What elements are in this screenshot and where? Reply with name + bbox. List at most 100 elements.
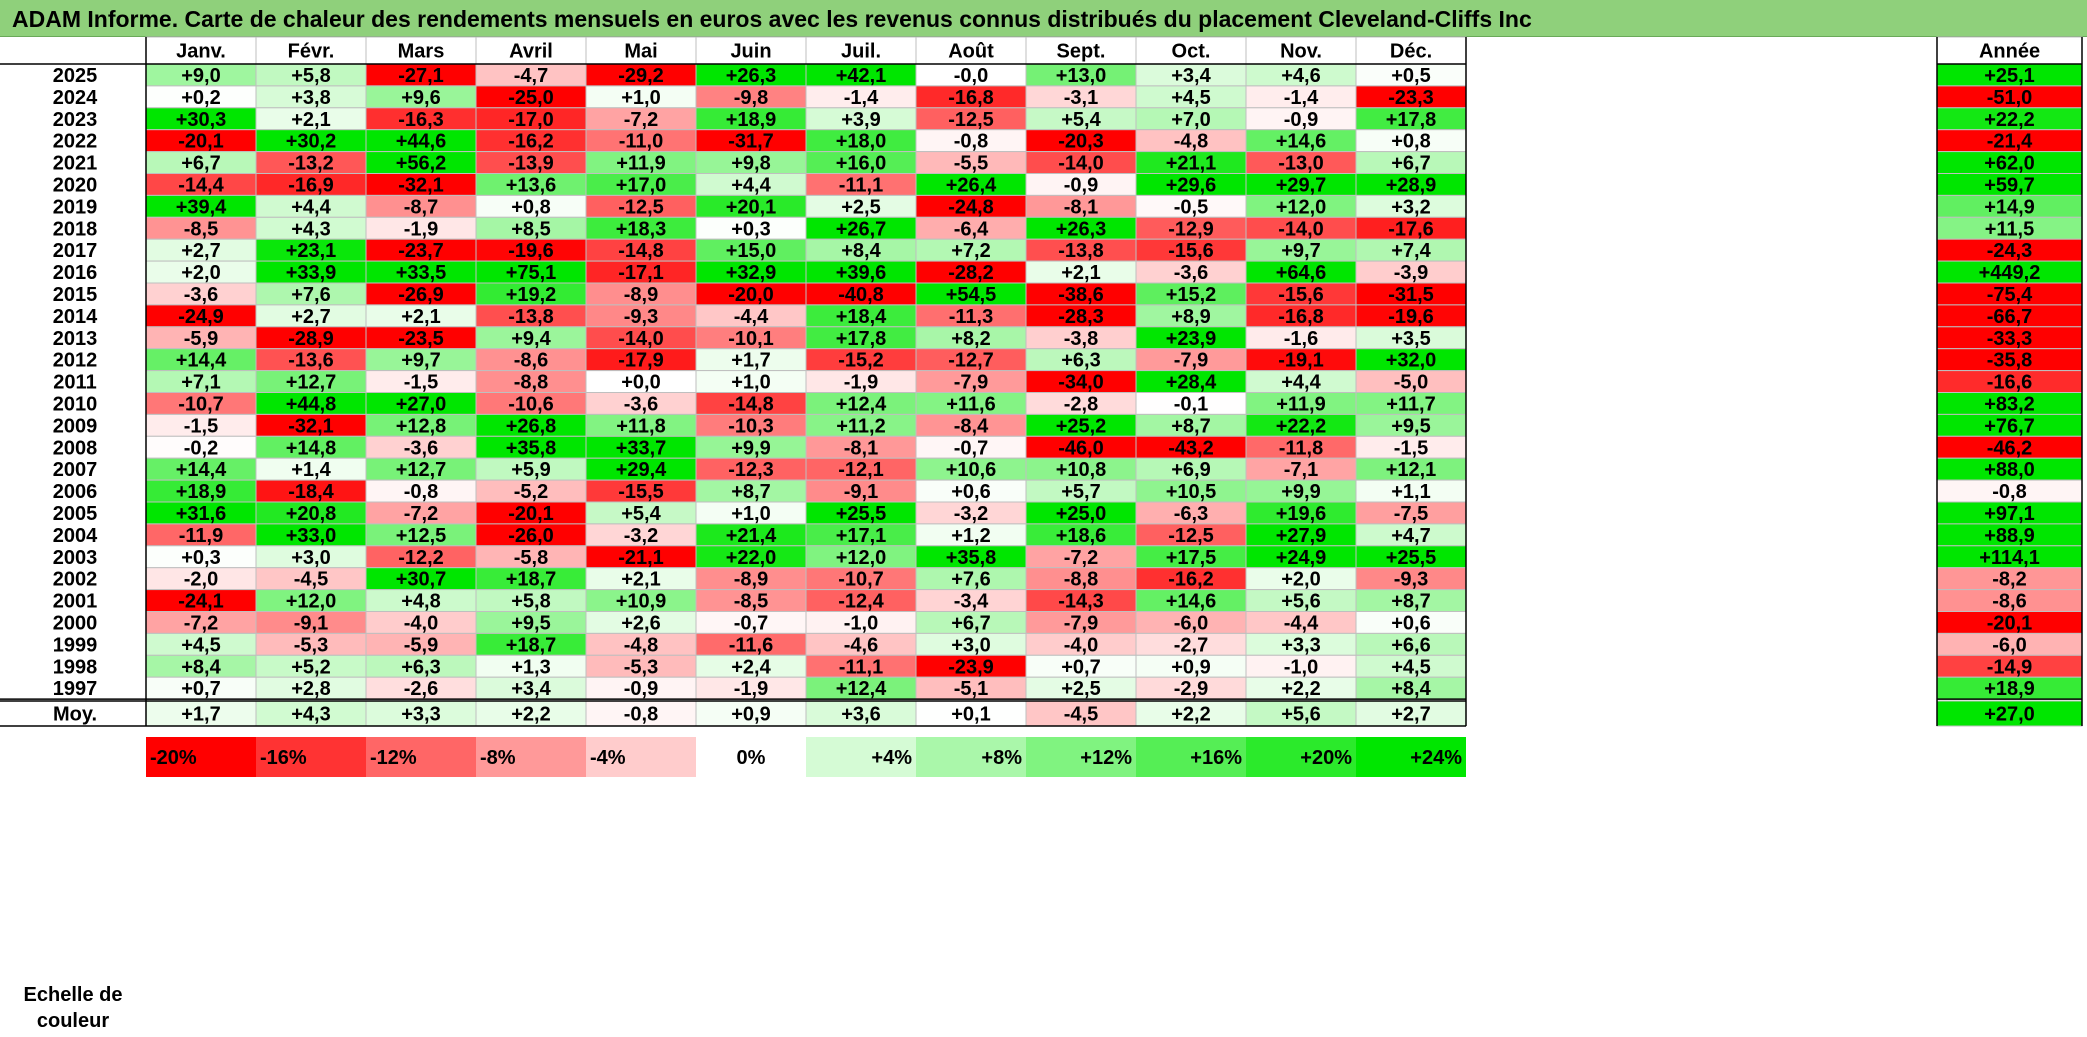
month-header-label: Juin xyxy=(730,41,771,63)
heatmap-cell-value: -2,8 xyxy=(1064,393,1098,415)
heatmap-cell-value: +26,4 xyxy=(946,174,997,196)
heatmap-cell-value: +1,3 xyxy=(511,656,550,678)
heatmap-cell-value: -2,0 xyxy=(184,569,218,591)
heatmap-cell-value: -3,2 xyxy=(624,525,658,547)
heatmap-cell-value: +2,1 xyxy=(401,306,440,328)
heatmap-cell-value: -5,9 xyxy=(184,328,218,350)
annual-cell-value: -66,7 xyxy=(1987,306,2033,328)
heatmap-cell-value: +12,1 xyxy=(1386,459,1437,481)
heatmap-cell-value: -1,4 xyxy=(1284,87,1319,109)
heatmap-cell-value: -5,8 xyxy=(514,547,548,569)
heatmap-cell-value: +5,4 xyxy=(621,503,661,525)
annual-cell-value: +11,5 xyxy=(1985,218,2035,240)
heatmap-cell-value: -0,0 xyxy=(954,65,988,87)
heatmap-cell-value: -31,7 xyxy=(728,131,774,153)
heatmap-cell-value: +8,4 xyxy=(181,656,221,678)
heatmap-cell-value: +5,2 xyxy=(291,656,330,678)
heatmap-cell-value: -13,9 xyxy=(508,153,554,175)
heatmap-cell-value: -4,5 xyxy=(294,569,328,591)
annual-cell-value: -16,6 xyxy=(1987,372,2033,394)
heatmap-cell-value: +7,0 xyxy=(1171,109,1210,131)
year-label: 2001 xyxy=(53,591,98,613)
heatmap-cell-value: +9,4 xyxy=(511,328,551,350)
heatmap-cell-value: +1,0 xyxy=(731,372,770,394)
heatmap-cell-value: -13,6 xyxy=(288,350,334,372)
year-label: 2003 xyxy=(53,547,98,569)
chart-title: ADAM Informe. Carte de chaleur des rende… xyxy=(12,6,1532,32)
heatmap-cell-value: +42,1 xyxy=(836,65,887,87)
heatmap-cell-value: +8,9 xyxy=(1171,306,1210,328)
heatmap-cell-value: +1,1 xyxy=(1391,481,1430,503)
heatmap-cell-value: -28,2 xyxy=(948,262,994,284)
heatmap-cell-value: +8,7 xyxy=(1391,591,1430,613)
color-scale-label: -16% xyxy=(260,747,307,769)
heatmap-cell-value: -0,9 xyxy=(1284,109,1318,131)
heatmap-cell-value: +12,0 xyxy=(836,547,887,569)
heatmap-cell-value: -13,2 xyxy=(288,153,334,175)
heatmap-cell-value: -20,1 xyxy=(178,131,224,153)
heatmap-cell-value: +6,7 xyxy=(1391,153,1430,175)
color-scale-title-line1: Echelle de xyxy=(23,984,123,1006)
heatmap-cell-value: +9,8 xyxy=(731,153,770,175)
heatmap-cell-value: -23,9 xyxy=(948,656,994,678)
average-cell xyxy=(805,700,917,727)
heatmap-cell-value: -15,6 xyxy=(1168,240,1214,262)
year-label: 2024 xyxy=(53,87,98,109)
heatmap-cell-value: +7,2 xyxy=(951,240,990,262)
average-cell-value: +0,9 xyxy=(731,704,770,726)
year-label: 2019 xyxy=(53,196,98,218)
heatmap-cell-value: +18,3 xyxy=(616,218,667,240)
heatmap-cell-value: -38,6 xyxy=(1058,284,1104,306)
average-cell-value: +2,7 xyxy=(1391,704,1430,726)
heatmap-cell-value: +3,0 xyxy=(291,547,330,569)
annual-cell-value: +22,2 xyxy=(1984,109,2035,131)
heatmap-cell-value: -11,6 xyxy=(729,634,773,656)
heatmap-cell-value: -11,3 xyxy=(949,306,993,328)
heatmap-cell-value: -12,2 xyxy=(398,547,444,569)
heatmap-cell-value: +75,1 xyxy=(506,262,557,284)
average-cell xyxy=(1355,700,1467,727)
annual-cell-value: +25,1 xyxy=(1984,65,2035,87)
heatmap-cell-value: -26,9 xyxy=(398,284,444,306)
heatmap-cell-value: -1,0 xyxy=(1284,656,1318,678)
heatmap-cell-value: +20,8 xyxy=(286,503,337,525)
heatmap-cell-value: +2,5 xyxy=(841,196,880,218)
heatmap-cell-value: +26,3 xyxy=(1056,218,1107,240)
heatmap-cell-value: +3,9 xyxy=(841,109,880,131)
average-cell xyxy=(1245,700,1357,727)
heatmap-cell-value: +13,6 xyxy=(506,174,557,196)
heatmap-cell-value: -8,4 xyxy=(954,415,989,437)
heatmap-cell-value: +0,7 xyxy=(1061,656,1100,678)
annual-cell-value: -51,0 xyxy=(1987,87,2033,109)
average-cell-value: +3,6 xyxy=(841,704,880,726)
average-cell-value: -4,5 xyxy=(1064,704,1098,726)
annual-cell-value: -8,2 xyxy=(1992,569,2026,591)
heatmap-cell-value: +12,0 xyxy=(1276,196,1327,218)
heatmap-cell-value: +5,8 xyxy=(291,65,330,87)
heatmap-cell-value: -8,1 xyxy=(1064,196,1098,218)
heatmap-cell-value: +11,9 xyxy=(616,153,666,175)
heatmap-cell-value: -4,0 xyxy=(404,612,438,634)
heatmap-cell-value: +28,4 xyxy=(1166,372,1217,394)
heatmap-cell-value: +10,5 xyxy=(1166,481,1217,503)
heatmap-cell-value: -10,3 xyxy=(728,415,774,437)
heatmap-cell-value: +2,0 xyxy=(1281,569,1320,591)
heatmap-cell-value: +39,4 xyxy=(176,196,227,218)
average-annual-value: +27,0 xyxy=(1984,704,2035,726)
heatmap-cell-value: +1,2 xyxy=(951,525,990,547)
heatmap-cell-value: +11,8 xyxy=(616,415,666,437)
color-scale-label: +12% xyxy=(1080,747,1132,769)
heatmap-cell-value: -14,0 xyxy=(618,328,664,350)
heatmap-cell-value: +6,7 xyxy=(951,612,990,634)
heatmap-cell-value: -12,7 xyxy=(948,350,994,372)
heatmap-cell-value: -19,6 xyxy=(1388,306,1434,328)
annual-cell-value: -35,8 xyxy=(1987,350,2033,372)
heatmap-cell-value: -9,3 xyxy=(1394,569,1428,591)
heatmap-cell-value: -32,1 xyxy=(398,174,444,196)
heatmap-cell-value: +39,6 xyxy=(836,262,887,284)
heatmap-cell-value: +2,5 xyxy=(1061,678,1100,700)
heatmap-cell-value: -0,8 xyxy=(954,131,988,153)
heatmap-cell-value: -8,6 xyxy=(514,350,548,372)
heatmap-cell-value: -18,4 xyxy=(288,481,334,503)
year-label: 1998 xyxy=(53,656,98,678)
